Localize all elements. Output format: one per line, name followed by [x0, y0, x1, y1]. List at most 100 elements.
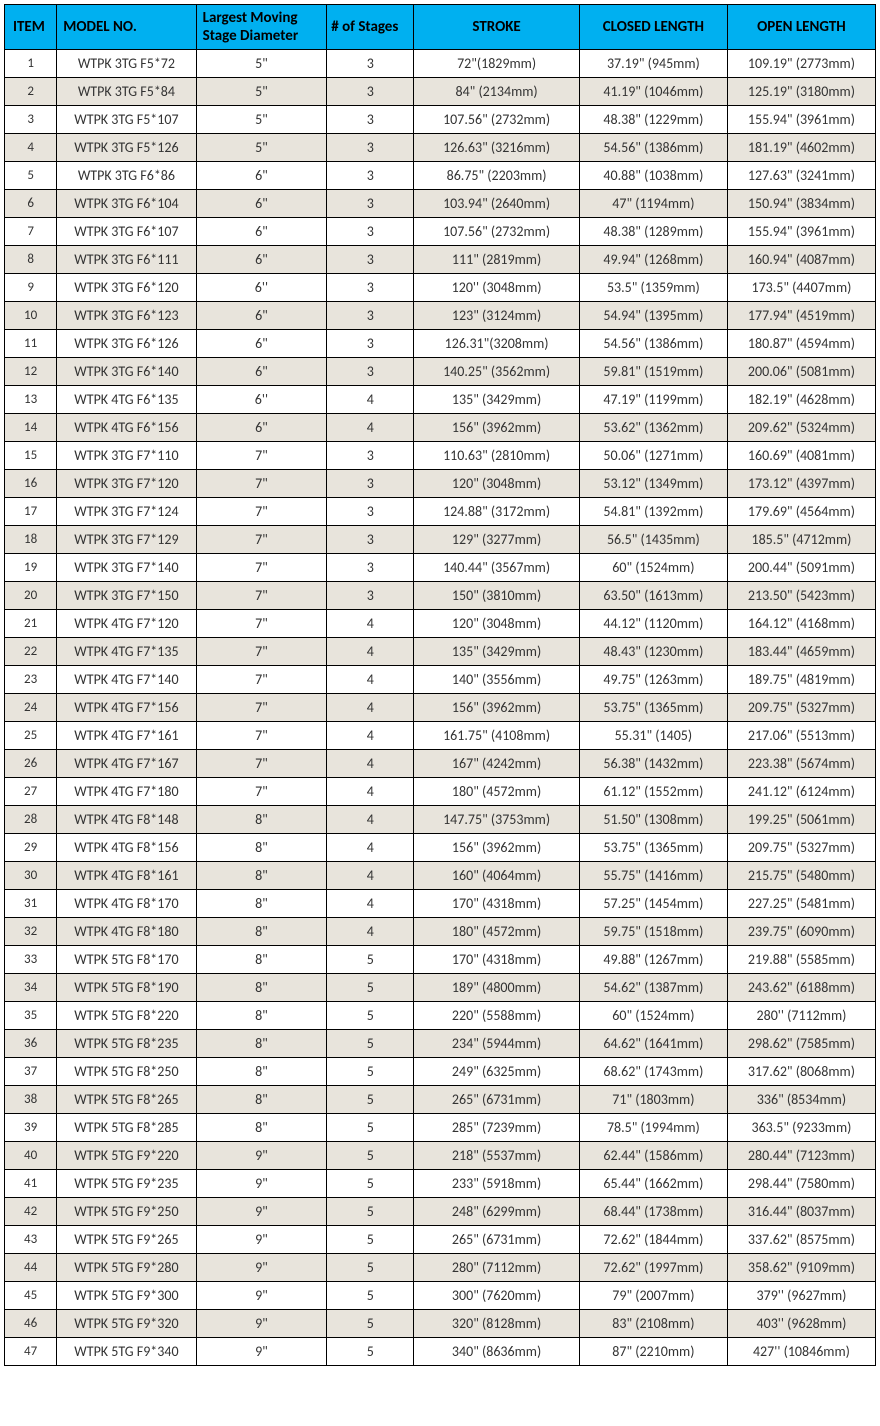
cell-closed: 51.50" (1308mm): [579, 806, 727, 834]
cell-diam: 8": [196, 1002, 327, 1030]
cell-item: 17: [5, 498, 57, 526]
table-row: 15WTPK 3TG F7*1107"3110.63" (2810mm)50.0…: [5, 442, 876, 470]
cell-stroke: 126.63" (3216mm): [414, 134, 579, 162]
cell-closed: 59.75" (1518mm): [579, 918, 727, 946]
cell-open: 363.5" (9233mm): [727, 1114, 875, 1142]
cell-closed: 54.62" (1387mm): [579, 974, 727, 1002]
cell-stroke: 126.31"(3208mm): [414, 330, 579, 358]
cell-diam: 6'': [196, 274, 327, 302]
cell-closed: 53.75" (1365mm): [579, 694, 727, 722]
table-row: 36WTPK 5TG F8*2358"5234" (5944mm)64.62" …: [5, 1030, 876, 1058]
cell-stages: 5: [327, 1086, 414, 1114]
cell-stroke: 120" (3048mm): [414, 610, 579, 638]
cell-stroke: 135" (3429mm): [414, 386, 579, 414]
cell-item: 26: [5, 750, 57, 778]
cell-stages: 5: [327, 1226, 414, 1254]
cell-stroke: 300" (7620mm): [414, 1282, 579, 1310]
header-model: MODEL NO.: [57, 5, 196, 50]
cell-stroke: 189" (4800mm): [414, 974, 579, 1002]
cell-item: 15: [5, 442, 57, 470]
table-row: 42WTPK 5TG F9*2509"5248" (6299mm)68.44" …: [5, 1198, 876, 1226]
cell-stroke: 135" (3429mm): [414, 638, 579, 666]
cell-open: 173.12" (4397mm): [727, 470, 875, 498]
cell-stroke: 123" (3124mm): [414, 302, 579, 330]
cell-stages: 5: [327, 946, 414, 974]
cell-model: WTPK 5TG F9*280: [57, 1254, 196, 1282]
cell-model: WTPK 4TG F7*180: [57, 778, 196, 806]
cell-diam: 7": [196, 498, 327, 526]
cell-stages: 4: [327, 778, 414, 806]
cell-item: 33: [5, 946, 57, 974]
cell-stages: 5: [327, 1170, 414, 1198]
cell-stages: 5: [327, 1058, 414, 1086]
cell-stages: 3: [327, 302, 414, 330]
cell-open: 227.25" (5481mm): [727, 890, 875, 918]
table-row: 27WTPK 4TG F7*1807"4180" (4572mm)61.12" …: [5, 778, 876, 806]
cell-stroke: 340" (8636mm): [414, 1338, 579, 1366]
cell-open: 127.63" (3241mm): [727, 162, 875, 190]
cell-diam: 9": [196, 1254, 327, 1282]
table-row: 25WTPK 4TG F7*1617"4161.75" (4108mm)55.3…: [5, 722, 876, 750]
cell-open: 173.5" (4407mm): [727, 274, 875, 302]
cell-model: WTPK 5TG F9*340: [57, 1338, 196, 1366]
cell-diam: 5": [196, 78, 327, 106]
cell-stroke: 129" (3277mm): [414, 526, 579, 554]
cell-item: 31: [5, 890, 57, 918]
cell-model: WTPK 3TG F6*120: [57, 274, 196, 302]
cell-stroke: 140" (3556mm): [414, 666, 579, 694]
cell-item: 32: [5, 918, 57, 946]
cell-open: 155.94" (3961mm): [727, 106, 875, 134]
cell-stages: 4: [327, 694, 414, 722]
cell-open: 337.62" (8575mm): [727, 1226, 875, 1254]
cell-model: WTPK 3TG F6*104: [57, 190, 196, 218]
table-row: 45WTPK 5TG F9*3009"5300" (7620mm)79" (20…: [5, 1282, 876, 1310]
cell-model: WTPK 3TG F7*140: [57, 554, 196, 582]
cell-diam: 7": [196, 442, 327, 470]
cell-item: 5: [5, 162, 57, 190]
cell-diam: 7": [196, 638, 327, 666]
cell-stages: 4: [327, 666, 414, 694]
cell-stroke: 140.44" (3567mm): [414, 554, 579, 582]
cell-closed: 62.44" (1586mm): [579, 1142, 727, 1170]
cell-stroke: 156" (3962mm): [414, 834, 579, 862]
cell-closed: 47" (1194mm): [579, 190, 727, 218]
cell-item: 36: [5, 1030, 57, 1058]
cell-item: 37: [5, 1058, 57, 1086]
cell-stages: 5: [327, 1142, 414, 1170]
cell-stages: 5: [327, 1254, 414, 1282]
cell-diam: 9": [196, 1142, 327, 1170]
cell-open: 317.62" (8068mm): [727, 1058, 875, 1086]
cell-model: WTPK 3TG F7*110: [57, 442, 196, 470]
cell-open: 316.44" (8037mm): [727, 1198, 875, 1226]
cell-diam: 6": [196, 302, 327, 330]
cell-item: 38: [5, 1086, 57, 1114]
cell-item: 34: [5, 974, 57, 1002]
cell-model: WTPK 4TG F8*170: [57, 890, 196, 918]
cell-model: WTPK 4TG F8*148: [57, 806, 196, 834]
cell-diam: 7": [196, 694, 327, 722]
cell-closed: 72.62" (1997mm): [579, 1254, 727, 1282]
table-row: 26WTPK 4TG F7*1677"4167" (4242mm)56.38" …: [5, 750, 876, 778]
table-row: 13WTPK 4TG F6*1356''4135" (3429mm)47.19"…: [5, 386, 876, 414]
cell-diam: 9": [196, 1310, 327, 1338]
cell-stroke: 110.63" (2810mm): [414, 442, 579, 470]
cell-model: WTPK 3TG F5*84: [57, 78, 196, 106]
cell-model: WTPK 3TG F6*140: [57, 358, 196, 386]
cell-open: 223.38" (5674mm): [727, 750, 875, 778]
cell-stroke: 160" (4064mm): [414, 862, 579, 890]
cell-stages: 4: [327, 386, 414, 414]
cell-diam: 8": [196, 918, 327, 946]
cell-model: WTPK 5TG F9*265: [57, 1226, 196, 1254]
cell-diam: 7": [196, 554, 327, 582]
cell-item: 1: [5, 50, 57, 78]
cell-open: 280.44" (7123mm): [727, 1142, 875, 1170]
cell-closed: 37.19" (945mm): [579, 50, 727, 78]
cell-open: 200.06" (5081mm): [727, 358, 875, 386]
cell-closed: 48.38" (1289mm): [579, 218, 727, 246]
cell-closed: 87" (2210mm): [579, 1338, 727, 1366]
cell-item: 41: [5, 1170, 57, 1198]
cell-diam: 9": [196, 1170, 327, 1198]
cell-closed: 44.12" (1120mm): [579, 610, 727, 638]
cell-open: 358.62" (9109mm): [727, 1254, 875, 1282]
table-row: 38WTPK 5TG F8*2658"5265" (6731mm)71" (18…: [5, 1086, 876, 1114]
